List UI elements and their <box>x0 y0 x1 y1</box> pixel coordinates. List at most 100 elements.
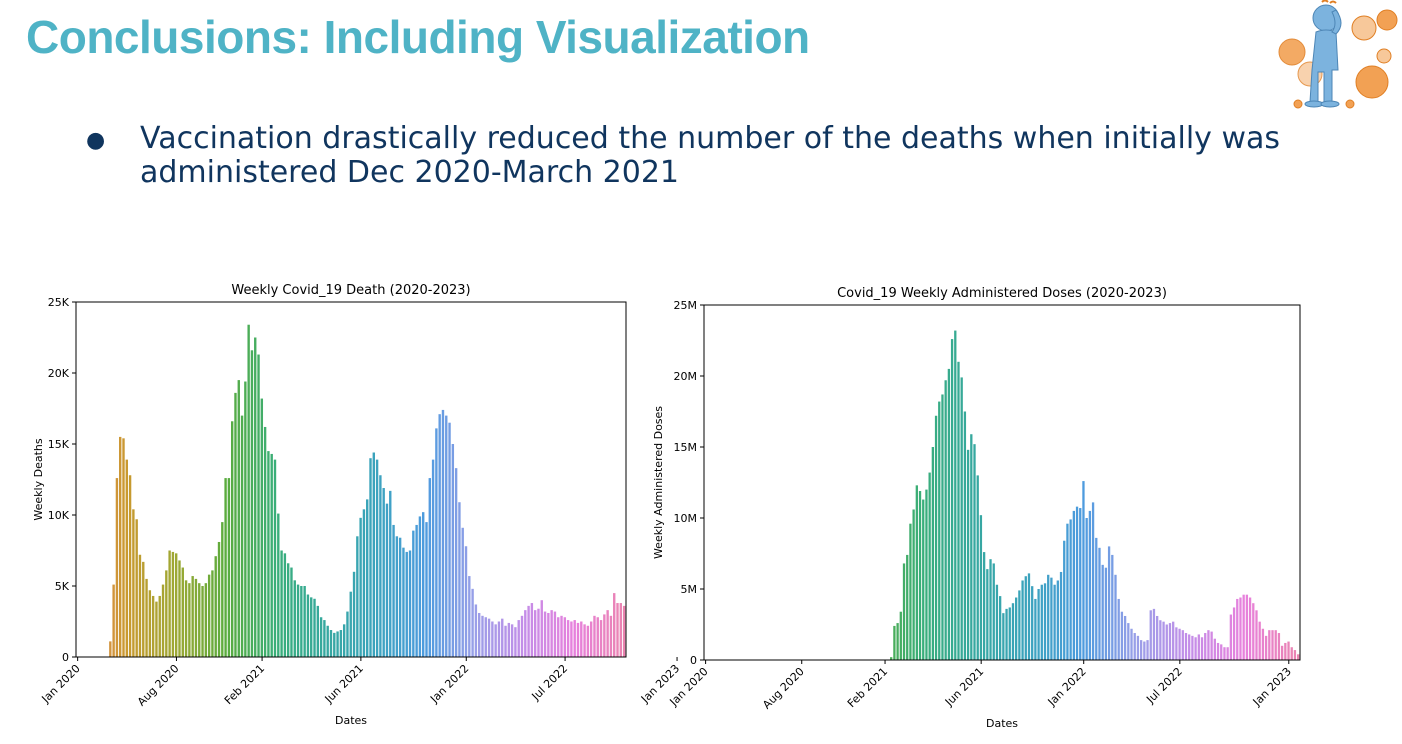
bar-week-160 <box>603 614 606 657</box>
bar-week-144 <box>1165 624 1168 660</box>
bar-week-122 <box>1095 537 1098 660</box>
bar-week-160 <box>1216 642 1220 660</box>
bar-week-92 <box>379 475 382 657</box>
bar-week-76 <box>326 625 329 657</box>
plot-frame <box>703 304 1301 661</box>
bar-week-138 <box>1146 640 1149 660</box>
bullet-dot: ● <box>86 128 106 153</box>
bar-week-145 <box>553 611 557 657</box>
bar-week-68 <box>922 499 925 660</box>
y-tick-label: 20M <box>674 370 698 383</box>
bar-week-158 <box>1210 631 1213 660</box>
bar-week-95 <box>389 490 392 657</box>
bar-week-96 <box>1011 603 1015 660</box>
x-tick-label: Aug 2020 <box>135 662 182 709</box>
bar-week-26 <box>161 584 165 657</box>
bar-week-158 <box>596 617 599 657</box>
bar-week-44 <box>221 522 224 657</box>
bar-week-64 <box>286 563 290 657</box>
bar-week-155 <box>586 625 590 657</box>
bar-week-114 <box>451 444 455 657</box>
bar-week-82 <box>966 449 970 660</box>
bar-week-121 <box>474 604 478 657</box>
y-tick-label: 15K <box>48 438 70 451</box>
bar-week-143 <box>1162 621 1165 660</box>
bar-week-116 <box>458 502 461 657</box>
bar-week-176 <box>1268 630 1271 660</box>
bar-week-72 <box>934 415 938 660</box>
bar-week-119 <box>468 576 471 657</box>
bar-week-40 <box>207 574 211 657</box>
bar-week-181 <box>1284 642 1287 660</box>
bar-week-142 <box>543 611 547 657</box>
y-tick-label: 10K <box>48 509 70 522</box>
bar-week-175 <box>1264 635 1268 660</box>
bar-week-10 <box>109 641 112 657</box>
bar-week-163 <box>1226 647 1229 660</box>
bar-week-100 <box>405 551 408 657</box>
bar-week-46 <box>227 478 231 657</box>
bar-week-11 <box>112 584 115 657</box>
bar-week-167 <box>1239 597 1242 660</box>
bar-week-145 <box>1168 623 1172 660</box>
bar-week-166 <box>1236 598 1239 660</box>
bar-week-177 <box>1271 630 1274 660</box>
bar-week-111 <box>1059 571 1063 660</box>
bar-week-183 <box>1290 647 1293 660</box>
bar-week-156 <box>589 621 593 657</box>
y-tick-label: 15M <box>674 441 698 454</box>
bars <box>890 330 1300 660</box>
bar-week-118 <box>1082 481 1085 660</box>
weekly-doses-chart: Covid_19 Weekly Administered Doses (2020… <box>648 280 1318 740</box>
bar-week-31 <box>178 560 181 657</box>
bar-week-98 <box>398 537 402 657</box>
bar-week-126 <box>491 621 494 657</box>
bar-week-88 <box>366 499 369 657</box>
x-tick-label: Jan 2020 <box>39 662 83 706</box>
bar-week-106 <box>425 522 428 657</box>
bar-week-62 <box>902 563 906 660</box>
bar-week-146 <box>557 617 560 657</box>
bar-week-47 <box>230 421 234 657</box>
x-tick-label: Feb 2021 <box>222 662 267 707</box>
bar-week-157 <box>1207 630 1210 660</box>
bar-week-112 <box>1063 540 1066 660</box>
bar-week-41 <box>211 570 214 657</box>
bar-week-95 <box>1008 607 1011 660</box>
bar-week-130 <box>504 625 507 657</box>
bar-week-70 <box>928 472 931 660</box>
y-axis-label: Weekly Deaths <box>32 438 45 520</box>
bar-week-91 <box>995 584 999 660</box>
bar-week-83 <box>970 434 973 660</box>
y-tick-label: 0 <box>62 651 69 664</box>
bar-week-77 <box>329 630 333 657</box>
bar-week-98 <box>1018 590 1021 660</box>
bar-week-75 <box>323 620 326 657</box>
bar-week-141 <box>1156 615 1159 660</box>
bar-week-109 <box>435 428 438 657</box>
bar-week-120 <box>471 588 474 657</box>
bar-week-69 <box>925 489 928 660</box>
bar-week-89 <box>989 559 992 660</box>
bar-week-50 <box>240 415 244 657</box>
bar-week-93 <box>382 488 385 657</box>
bar-week-71 <box>931 447 935 660</box>
bar-week-155 <box>1200 637 1204 660</box>
bar-week-83 <box>349 591 352 657</box>
bar-week-53 <box>250 350 254 657</box>
bar-week-129 <box>501 618 504 657</box>
bar-week-123 <box>1098 547 1101 660</box>
bar-week-15 <box>125 459 128 657</box>
bar-week-81 <box>342 624 346 657</box>
bar-week-28 <box>168 550 171 657</box>
bar-week-55 <box>257 354 260 657</box>
bar-week-45 <box>224 478 227 657</box>
bar-week-68 <box>300 586 303 657</box>
bar-week-164 <box>1229 614 1233 660</box>
bar-week-134 <box>517 620 520 657</box>
bar-week-67 <box>296 584 300 657</box>
bar-week-100 <box>1024 576 1027 660</box>
bar-week-37 <box>198 583 201 657</box>
x-tick-label: Aug 2020 <box>760 665 807 712</box>
bar-week-101 <box>408 550 412 657</box>
